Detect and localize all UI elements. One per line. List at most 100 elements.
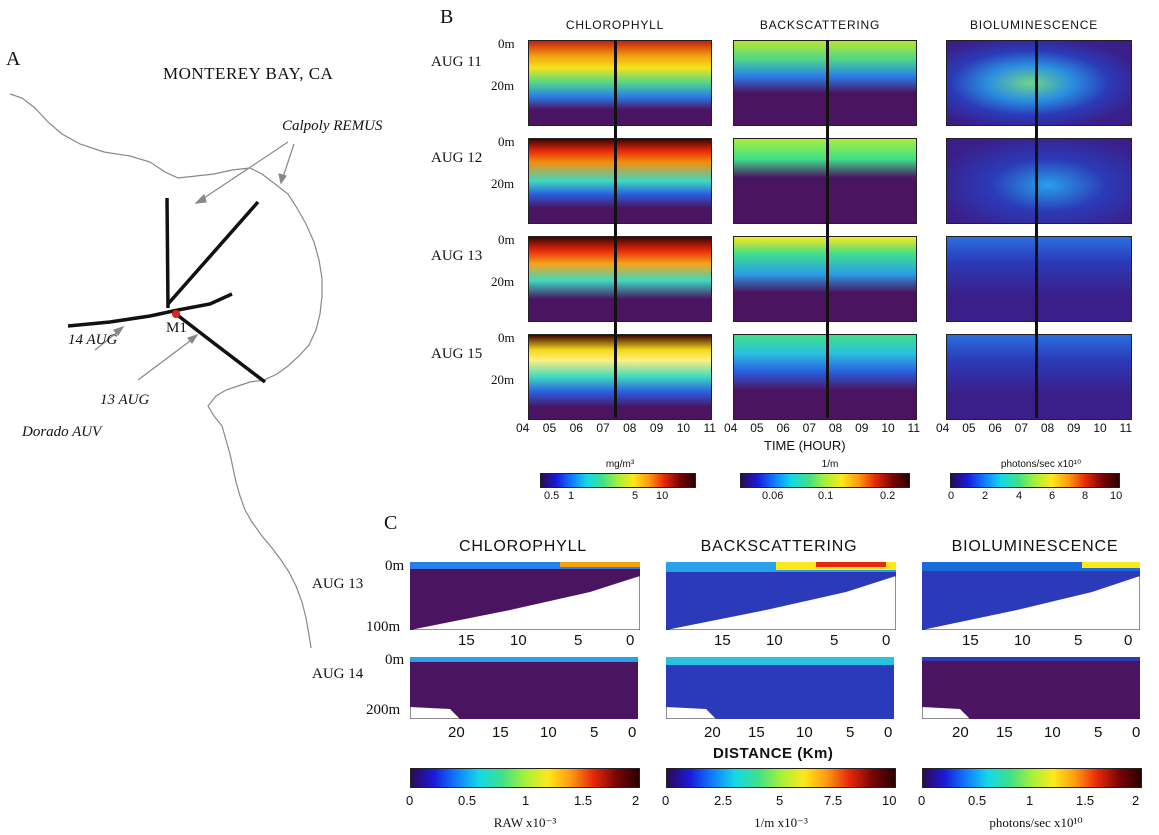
cbar-tick: 4: [1016, 490, 1023, 502]
tick-09: 09: [649, 421, 664, 435]
c-section-bs-aug14: [666, 657, 894, 719]
c-section-chl-aug14: [410, 657, 638, 719]
b-depth-20m-r3: 20m: [491, 274, 515, 289]
tick-09: 09: [1067, 421, 1081, 435]
c-cbar-ticks-bl: 0 0.5 1 1.5 2: [918, 793, 1156, 809]
cbar-tick: 6: [1049, 490, 1056, 502]
c-cbar-unit-chl: RAW x10⁻³: [493, 815, 557, 830]
dist-tick: 5: [830, 632, 839, 649]
dist-tick: 20: [704, 724, 721, 741]
b-depth-0m-r1: 0m: [498, 36, 515, 51]
dist-tick: 15: [492, 724, 509, 741]
dorado-auv-label: Dorado AUV: [22, 424, 102, 440]
b-time-ticks-chl: 04 05 06 07 08 09 10 11: [516, 421, 716, 435]
c-dist-ticks-bs-aug14: 20 15 10 5 0: [704, 724, 904, 742]
c-depth-top-aug13: 0m: [385, 558, 405, 574]
cbar-tick: 1: [568, 490, 575, 502]
b-depth-20m-r4: 20m: [491, 372, 515, 387]
dist-tick: 10: [796, 724, 813, 741]
cbar-tick: 0: [918, 793, 926, 808]
b-heatmap-bs-aug12: [733, 138, 917, 224]
tick-06: 06: [776, 421, 790, 435]
cbar-tick: 0.06: [762, 490, 784, 502]
b-time-marker-line-bs: [826, 40, 829, 418]
c-cbar-unit-bl: photons/sec x10¹⁰: [989, 815, 1083, 830]
dist-tick: 15: [996, 724, 1013, 741]
cbar-tick: 0.5: [458, 793, 477, 808]
tick-07: 07: [1014, 421, 1029, 435]
c-cbar-ticks-bs: 0 2.5 5 7.5 10: [662, 793, 906, 809]
tick-06: 06: [569, 421, 583, 435]
b-row-label-aug13: AUG 13: [431, 248, 483, 264]
tick-07: 07: [596, 421, 610, 435]
c-dist-ticks-chl-aug14: 20 15 10 5 0: [448, 724, 648, 742]
dist-tick: 10: [1044, 724, 1061, 741]
panel-c-letter: C: [384, 512, 398, 534]
cbar-tick: 7.5: [824, 793, 843, 808]
c-header-bioluminescence: BIOLUMINESCENCE: [951, 538, 1119, 555]
m1-label: M1: [166, 320, 187, 336]
map-title: MONTEREY BAY, CA: [163, 64, 334, 83]
dist-tick: 10: [540, 724, 557, 741]
cbar-tick: 1.5: [1076, 793, 1095, 808]
c-depth-bottom-aug13: 100m: [366, 619, 401, 635]
cbar-tick: 0.1: [818, 490, 834, 502]
b-time-marker-line-bl: [1035, 40, 1038, 418]
c-colorbar-bs: [666, 768, 896, 788]
dist-tick: 5: [1094, 724, 1103, 741]
dist-tick: 0: [882, 632, 891, 649]
c-depth-bottom-aug14: 200m: [366, 702, 401, 718]
cbar-tick: 0: [406, 793, 414, 808]
c-colorbar-bl: [922, 768, 1142, 788]
tick-11: 11: [1119, 421, 1132, 435]
aug14-label: 14 AUG: [68, 332, 118, 348]
dist-tick: 0: [628, 724, 637, 741]
c-section-bs-aug13: [666, 562, 896, 630]
cbar-tick: 8: [1082, 490, 1089, 502]
b-heatmap-bl-aug12: [946, 138, 1132, 224]
c-dist-ticks-chl-aug13: 15 10 5 0: [458, 632, 638, 650]
b-heatmap-chl-aug13: [528, 236, 712, 322]
b-depth-0m-r3: 0m: [498, 232, 515, 247]
b-depth-20m-r2: 20m: [491, 176, 515, 191]
b-heatmap-chl-aug11: [528, 40, 712, 126]
c-section-bl-aug13: [922, 562, 1140, 630]
b-colorbar-chl: [540, 473, 696, 488]
cbar-tick: 0: [948, 490, 955, 502]
dist-tick: 15: [458, 632, 475, 649]
b-depth-0m-r2: 0m: [498, 134, 515, 149]
b-colorbar-bs: [740, 473, 910, 488]
dist-tick: 20: [448, 724, 465, 741]
cbar-tick: 2.5: [714, 793, 733, 808]
c-row-label-aug14: AUG 14: [312, 666, 364, 682]
b-row-label-aug15: AUG 15: [431, 346, 483, 362]
tick-08: 08: [623, 421, 637, 435]
b-cbar-ticks-chl: 0.5 1 5 10: [538, 490, 698, 504]
c-dist-ticks-bs-aug13: 15 10 5 0: [714, 632, 894, 650]
c-colorbar-chl: [410, 768, 640, 788]
dist-tick: 5: [574, 632, 583, 649]
tick-05: 05: [962, 421, 976, 435]
b-row-label-aug12: AUG 12: [431, 150, 483, 166]
b-header-chlorophyll: CHLOROPHYLL: [565, 18, 665, 32]
cbar-tick: 2: [982, 490, 989, 502]
b-colorbar-bl: [950, 473, 1120, 488]
tick-04: 04: [936, 421, 950, 435]
cbar-tick: 2: [632, 793, 640, 808]
cbar-tick: 10: [656, 490, 669, 502]
tick-06: 06: [988, 421, 1002, 435]
b-header-backscattering: BACKSCATTERING: [759, 18, 881, 32]
cbar-tick: 0.5: [544, 490, 560, 502]
c-dist-ticks-bl-aug13: 15 10 5 0: [962, 632, 1142, 650]
c-section-bl-aug14: [922, 657, 1140, 719]
cbar-tick: 0.2: [880, 490, 896, 502]
c-section-chl-aug13: [410, 562, 640, 630]
dist-tick: 15: [748, 724, 765, 741]
c-header-backscattering: BACKSCATTERING: [700, 538, 858, 555]
b-time-marker-line-chl: [614, 40, 617, 418]
cbar-tick: 10: [882, 793, 897, 808]
dist-tick: 15: [714, 632, 731, 649]
remus-track-1: [165, 197, 170, 309]
tick-10: 10: [881, 421, 895, 435]
c-header-chlorophyll: CHLOROPHYLL: [459, 538, 587, 555]
